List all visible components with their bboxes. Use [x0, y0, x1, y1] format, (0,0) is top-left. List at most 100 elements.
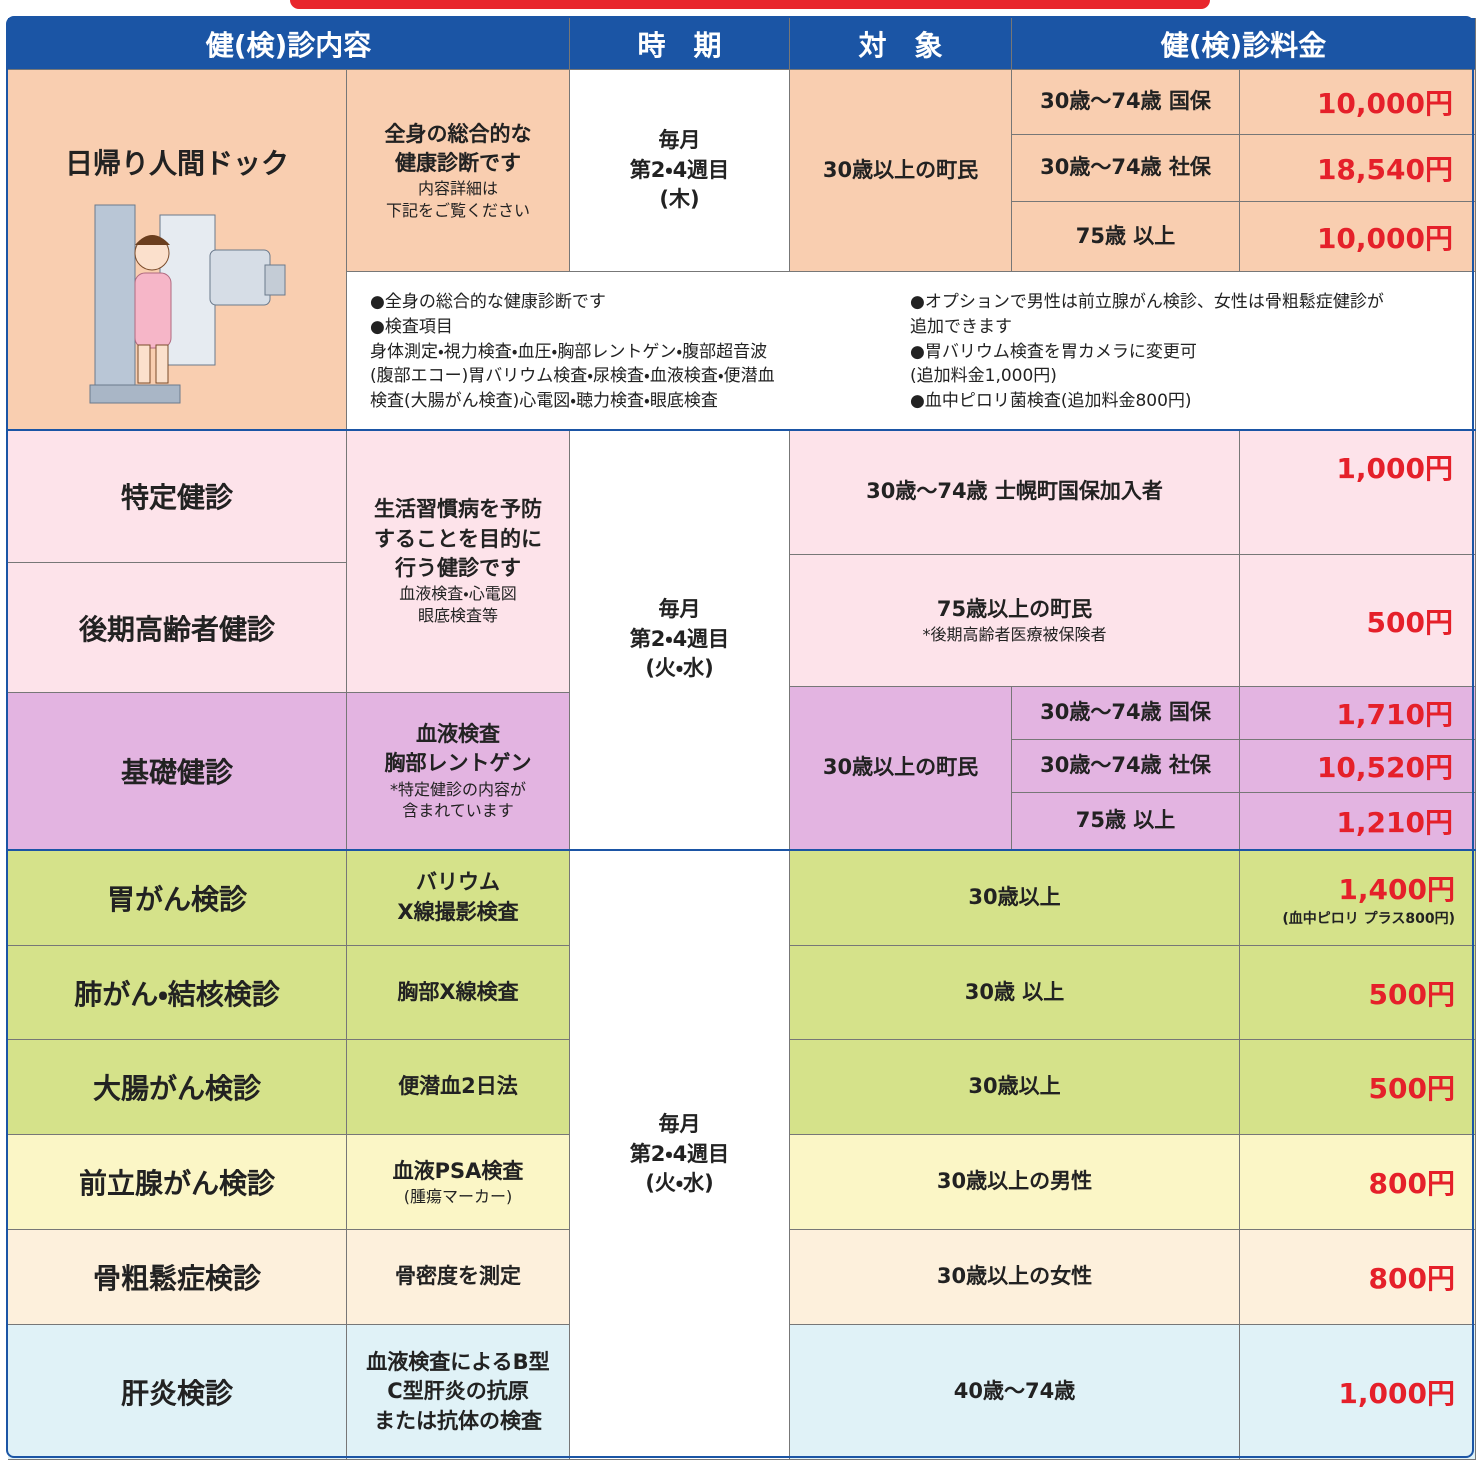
text: 時 期: [637, 28, 722, 62]
text: 30歳～74歳 国保: [1040, 89, 1211, 114]
cell: 30歳以上の女性: [790, 1230, 1240, 1325]
text: 骨密度を測定: [395, 1264, 521, 1289]
text: 800円: [1368, 1167, 1455, 1200]
text: 第2・4週目: [629, 1141, 730, 1166]
cell: 大腸がん検診: [8, 1040, 347, 1135]
text: 10,000円: [1316, 221, 1453, 255]
text: ●胃バリウム検査を胃カメラに変更可: [910, 341, 1197, 362]
cell: 10,000円: [1240, 70, 1476, 135]
text: することを目的に: [374, 526, 542, 551]
cell: 30歳～74歳 社保: [1012, 740, 1240, 793]
text: 1,000円: [1338, 1377, 1455, 1410]
text: 内容詳細は: [417, 179, 498, 199]
text: 毎月: [658, 597, 701, 622]
cell: 骨粗鬆症検診: [8, 1230, 347, 1325]
text: C型肝炎の抗原: [387, 1379, 529, 1404]
text: 血液PSA検査: [392, 1158, 524, 1183]
text: (木): [659, 187, 700, 212]
cell: バリウム X線撮影検査: [347, 850, 570, 946]
text: *後期高齢者医療被保険者: [922, 625, 1107, 645]
text: (火・水): [645, 656, 714, 681]
cell: 75歳以上の町民 *後期高齢者医療被保険者: [790, 555, 1240, 687]
cell: 1,000円: [1240, 430, 1476, 555]
text: 健(検)診料金: [1160, 28, 1327, 62]
text: 75歳以上の町民: [936, 597, 1093, 621]
text: 含まれています: [402, 801, 514, 821]
text: 身体測定・視力検査・血圧・胸部レントゲン・腹部超音波: [370, 341, 768, 362]
cell: 800円: [1240, 1230, 1476, 1325]
text: 健(検)診内容: [205, 28, 372, 62]
text: 対 象: [858, 28, 943, 62]
text: 500円: [1368, 977, 1455, 1011]
cell: 血液検査によるB型 C型肝炎の抗原 または抗体の検査: [347, 1325, 570, 1460]
cell: 30歳以上の町民: [790, 70, 1012, 272]
text: (追加料金1,000円): [910, 366, 1057, 387]
text: 10,520円: [1316, 751, 1453, 784]
cell: 500円: [1240, 946, 1476, 1040]
text: 500円: [1368, 1072, 1455, 1105]
cell: 便潜血2日法: [347, 1040, 570, 1135]
text: X線撮影検査: [397, 899, 519, 924]
text: (腫瘍マーカー): [403, 1186, 513, 1206]
text: ●検査項目: [370, 317, 453, 338]
text: 10,000円: [1316, 87, 1453, 120]
text: 基礎健診: [120, 756, 233, 789]
cell: 血液PSA検査 (腫瘍マーカー): [347, 1135, 570, 1230]
text: 30歳～74歳 社保: [1040, 155, 1211, 180]
text: 健康診断です: [395, 150, 521, 175]
text: 30歳～74歳 士幌町国保加入者: [866, 479, 1163, 504]
text: 行う健診です: [395, 556, 521, 581]
cell: 胸部X線検査: [347, 946, 570, 1040]
text: 前立腺がん検診: [78, 1167, 275, 1200]
text: ●血中ピロリ菌検査(追加料金800円): [910, 390, 1192, 411]
text: 40歳～74歳: [953, 1379, 1076, 1404]
text: *特定健診の内容が: [389, 779, 526, 799]
text: 全身の総合的な: [384, 121, 532, 146]
text: 1,210円: [1336, 806, 1453, 839]
text: (火・水): [645, 1171, 714, 1196]
text: (血中ピロリ プラス800円): [1282, 910, 1455, 927]
cell: 30歳～74歳 士幌町国保加入者: [790, 430, 1240, 555]
notes: ●オプションで男性は前立腺がん検診、女性は骨粗鬆症健診が 追加できます ●胃バリウム…: [910, 282, 1470, 422]
cell: 前立腺がん検診: [8, 1135, 347, 1230]
text: 18,540円: [1316, 153, 1453, 186]
notes-box: [347, 272, 1476, 430]
cell: 生活習慣病を予防 することを目的に 行う健診です 血液検査・心電図 眼底検査等: [347, 430, 570, 693]
text: 肺がん・結核検診: [74, 977, 280, 1011]
cell: 30歳以上の男性: [790, 1135, 1240, 1230]
text: 30歳～74歳 社保: [1040, 753, 1211, 778]
text: 骨粗鬆症検診: [92, 1262, 261, 1295]
text: 1,400円: [1338, 872, 1455, 906]
section-divider: [8, 849, 1476, 851]
text: 胃がん検診: [106, 882, 247, 916]
header-cell: 健(検)診内容: [8, 18, 570, 70]
top-band: [290, 0, 1210, 9]
cell: 胃がん検診: [8, 850, 347, 946]
cell: 75歳 以上: [1012, 202, 1240, 272]
cell: 血液検査 胸部レントゲン *特定健診の内容が 含まれています: [347, 693, 570, 850]
text: 30歳以上の町民: [822, 157, 979, 182]
text: 75歳 以上: [1075, 808, 1176, 833]
header-cell: 健(検)診料金: [1012, 18, 1476, 70]
cell: 30歳 以上: [790, 946, 1240, 1040]
text: 30歳以上の男性: [936, 1169, 1093, 1194]
cell: 全身の総合的な 健康診断です 内容詳細は 下記をご覧ください: [347, 70, 570, 272]
cell: 500円: [1240, 555, 1476, 687]
cell: 肝炎検診: [8, 1325, 347, 1460]
text: または抗体の検査: [374, 1408, 542, 1433]
text: 血液検査によるB型: [366, 1349, 550, 1374]
cell: 800円: [1240, 1135, 1476, 1230]
cell: 30歳以上: [790, 850, 1240, 946]
text: 胸部レントゲン: [384, 751, 532, 776]
text: 800円: [1368, 1262, 1455, 1295]
cell: 500円: [1240, 1040, 1476, 1135]
text: 30歳以上の町民: [822, 755, 979, 780]
header-cell: 対 象: [790, 18, 1012, 70]
text: 後期高齢者健診: [78, 612, 275, 646]
text: 30歳以上: [968, 1074, 1061, 1099]
text: 第2・4週目: [629, 157, 730, 182]
text: 75歳 以上: [1075, 223, 1176, 248]
text: 1,710円: [1336, 698, 1453, 731]
cell: 10,520円: [1240, 740, 1476, 793]
